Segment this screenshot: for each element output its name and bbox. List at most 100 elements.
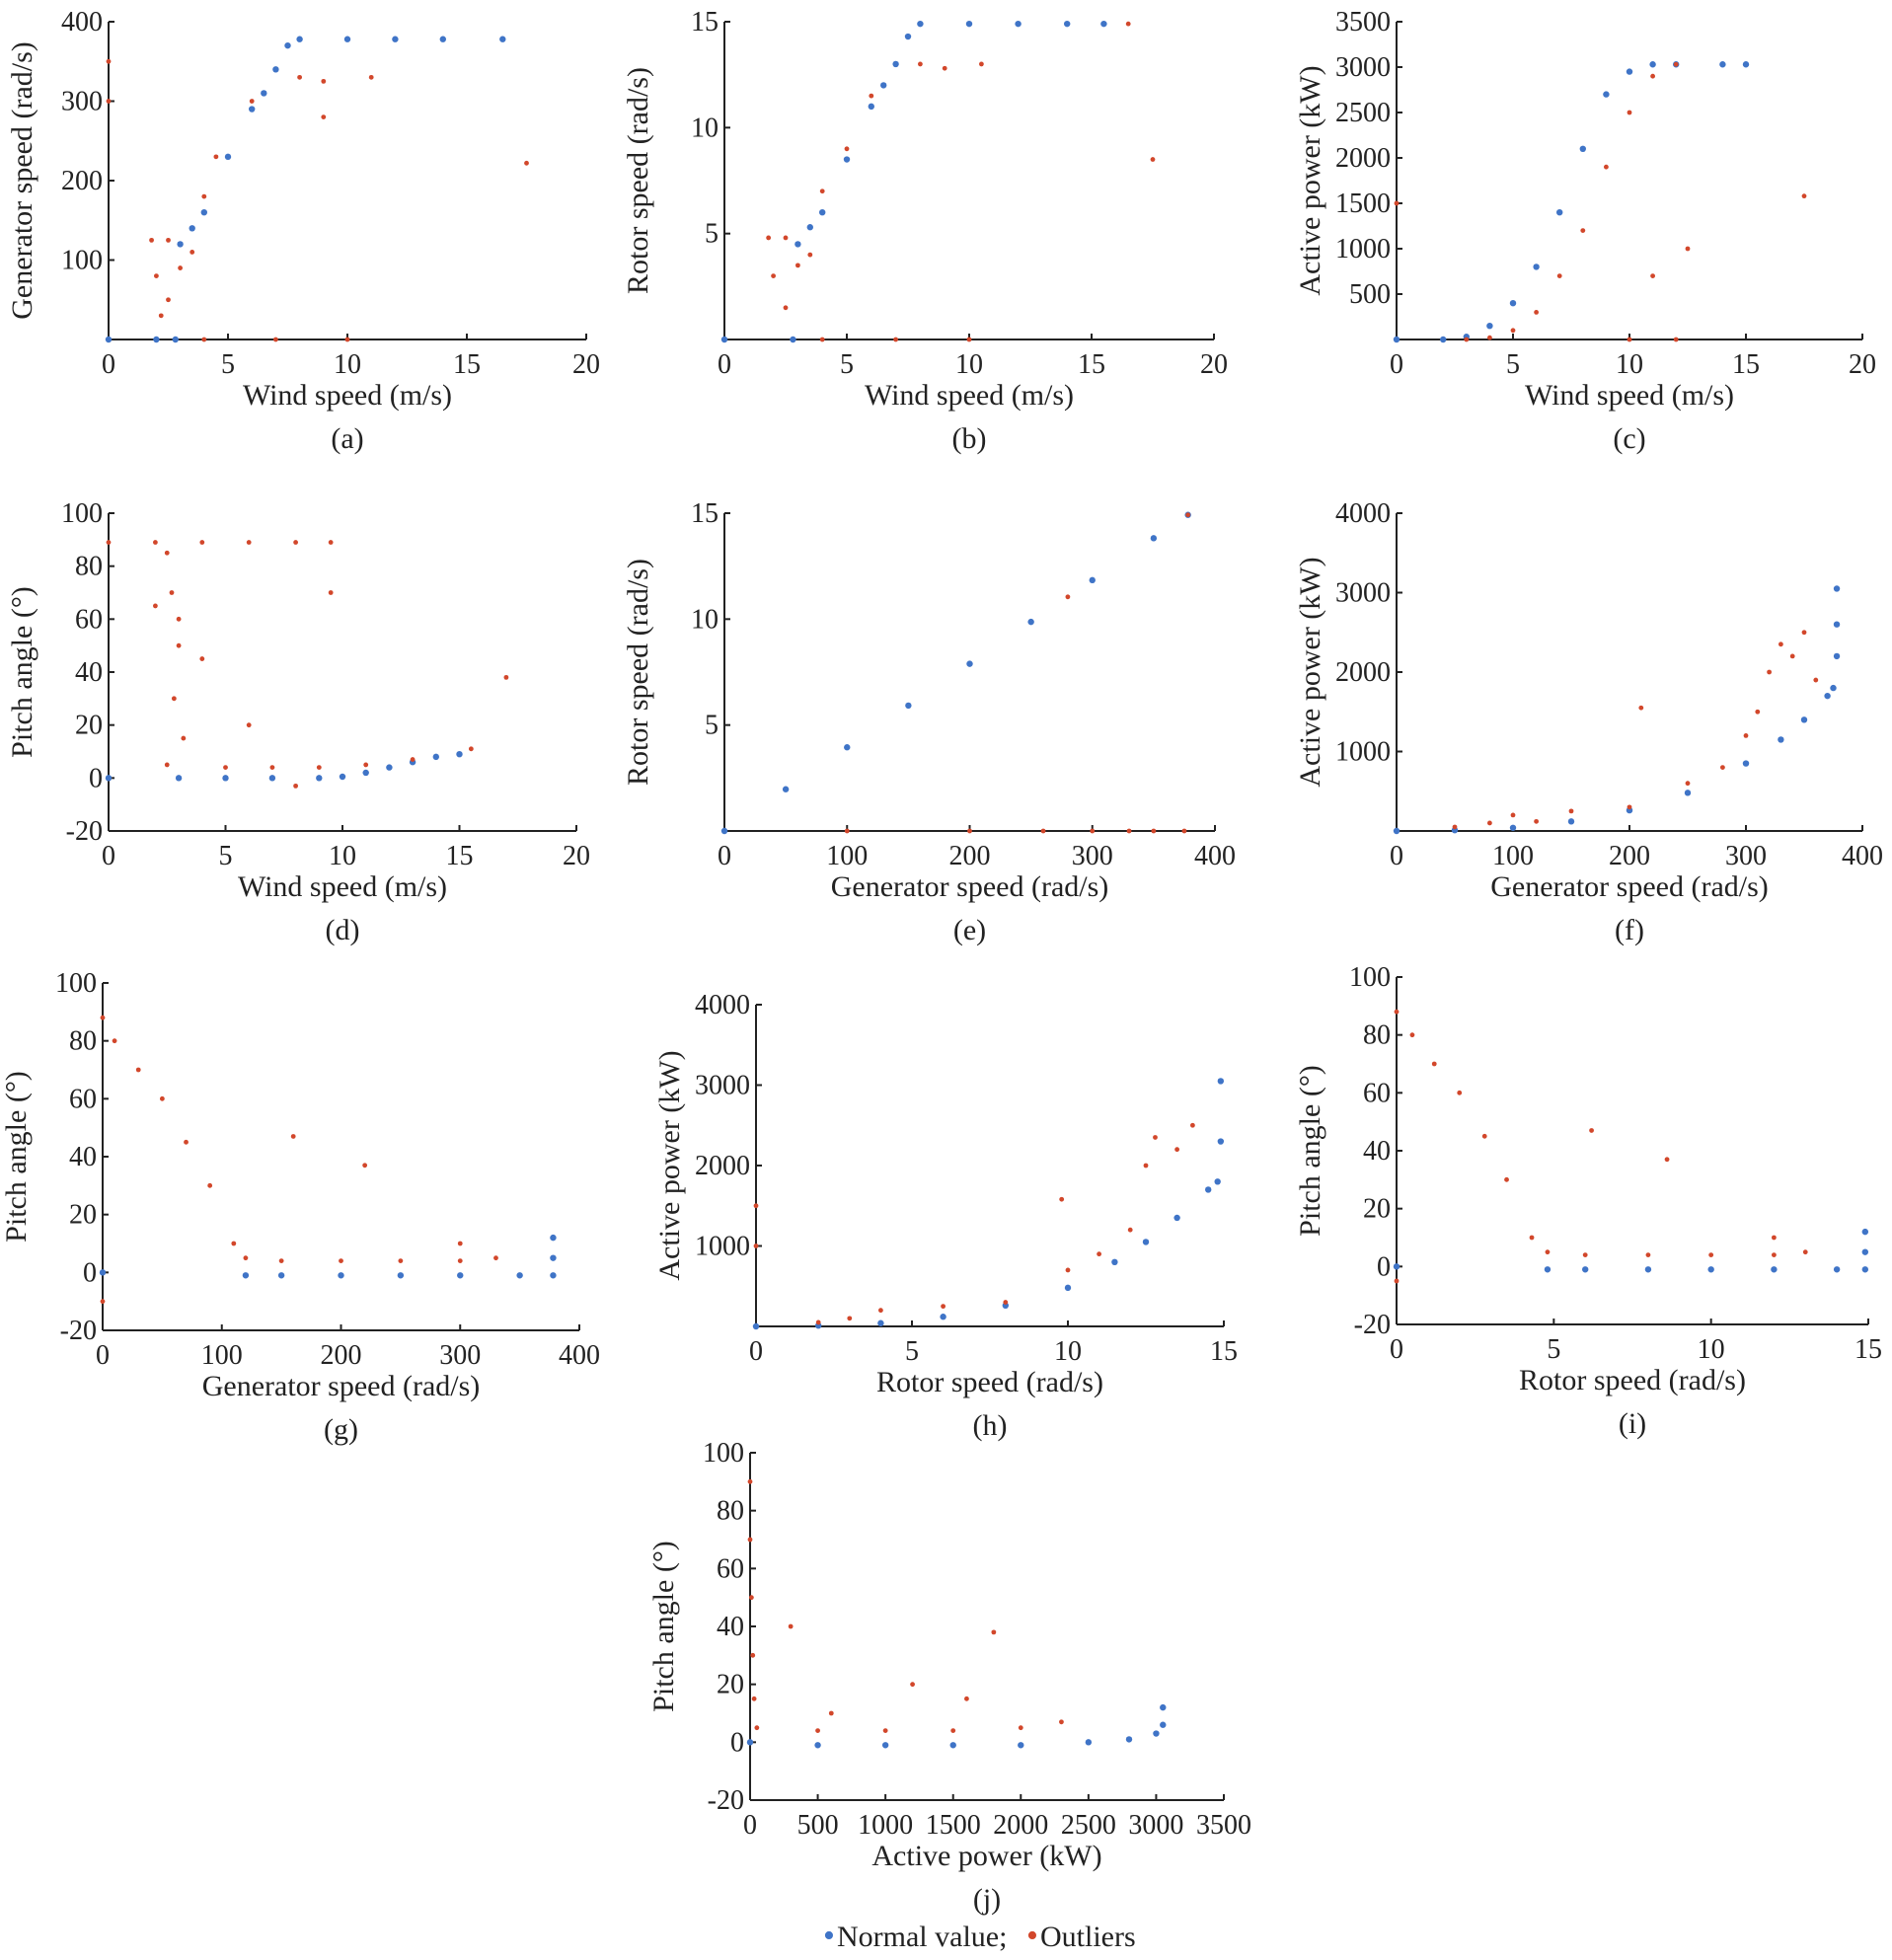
outlier-point (1627, 337, 1632, 342)
y-tick-label: 80 (75, 552, 103, 582)
outlier-point (398, 1258, 404, 1263)
outlier-point (878, 1308, 883, 1314)
x-tick-label: 300 (439, 1340, 481, 1371)
y-tick-label: 80 (717, 1496, 744, 1527)
legend-normal-label: Normal value; (837, 1921, 1007, 1953)
normal-point (1027, 618, 1034, 626)
normal-point (316, 775, 323, 782)
outlier-point (1673, 337, 1679, 342)
normal-point (1626, 68, 1633, 75)
normal-point (1833, 1266, 1841, 1273)
normal-point (1393, 336, 1400, 343)
outlier-point (1778, 641, 1783, 647)
outlier-point (1097, 1251, 1101, 1257)
outlier-point (966, 337, 972, 342)
normal-point (1100, 20, 1107, 28)
x-tick-label: 0 (718, 349, 731, 380)
outlier-point (844, 146, 850, 152)
normal-point (843, 156, 851, 163)
normal-point (1644, 1266, 1652, 1273)
normal-point (457, 1272, 464, 1279)
normal-point (224, 153, 232, 161)
normal-point (105, 336, 113, 343)
outlier-point (468, 746, 474, 752)
x-tick-label: 100 (1492, 841, 1534, 871)
outlier-point (1504, 1176, 1509, 1182)
outlier-point (297, 74, 302, 80)
normal-point (343, 36, 351, 42)
x-axis-label: Wind speed (m/s) (1525, 379, 1734, 412)
y-tick-label: 3000 (1335, 52, 1391, 83)
legend: • Normal value; • Outliers (823, 1918, 1136, 1954)
outlier-point (344, 337, 350, 342)
y-tick-label: 100 (703, 1438, 744, 1469)
outlier-point (910, 1682, 915, 1688)
y-tick-label: 4000 (1335, 498, 1391, 529)
normal-point (1824, 692, 1831, 700)
outlier-point (223, 765, 228, 770)
outlier-point (753, 1244, 759, 1248)
outlier-point (815, 1319, 821, 1325)
x-tick-label: 200 (321, 1340, 362, 1371)
x-tick-label: 5 (905, 1336, 919, 1367)
normal-point (397, 1272, 405, 1279)
normal-point (1393, 1263, 1400, 1270)
normal-point (1861, 1228, 1869, 1236)
y-tick-label: 1000 (1335, 234, 1391, 264)
normal-point (456, 750, 463, 758)
outlier-point (1789, 653, 1795, 659)
y-tick-label: -20 (708, 1785, 744, 1816)
panel-label: (j) (973, 1883, 1001, 1916)
outlier-point (368, 74, 374, 80)
x-axis-label: Wind speed (m/s) (865, 379, 1074, 412)
normal-point (222, 775, 229, 782)
outlier-point (1153, 1135, 1158, 1140)
y-tick-label: -20 (60, 1316, 97, 1346)
y-tick-label: 5 (705, 219, 719, 250)
normal-point (1160, 1703, 1167, 1711)
normal-point (1217, 1078, 1225, 1085)
normal-point (1742, 61, 1750, 68)
outlier-point (1627, 804, 1632, 810)
y-axis-label: Rotor speed (rad/s) (622, 67, 654, 294)
normal-point (1649, 61, 1656, 68)
y-axis-label: Pitch angle (°) (6, 586, 38, 758)
x-tick-label: 10 (334, 349, 361, 380)
normal-point (153, 336, 160, 343)
normal-point (1833, 652, 1841, 660)
x-tick-label: 15 (1078, 349, 1105, 380)
outlier-point (189, 250, 195, 255)
series (747, 1478, 1064, 1733)
normal-point (844, 744, 851, 751)
normal-point (1509, 824, 1517, 831)
normal-point (892, 60, 899, 68)
x-tick-label: 0 (749, 1336, 763, 1367)
outlier-point (339, 1258, 343, 1263)
outlier-point (1534, 818, 1539, 824)
y-tick-label: 60 (75, 604, 103, 635)
outlier-point (231, 1241, 237, 1246)
y-axis-label: Generator speed (rad/s) (6, 41, 38, 320)
y-tick-label: 2500 (1335, 98, 1391, 128)
y-axis-label: Pitch angle (°) (0, 1071, 33, 1243)
outlier-point (950, 1728, 956, 1733)
normal-point (1085, 1739, 1093, 1746)
x-tick-label: 0 (1390, 841, 1403, 871)
x-tick-label: 0 (743, 1810, 757, 1841)
outlier-point (1090, 828, 1096, 834)
outlier-point (783, 235, 789, 241)
y-axis-label: Active power (kW) (1294, 557, 1326, 787)
outlier-point (1582, 1252, 1588, 1257)
outlier-point (199, 656, 205, 661)
panel-label: (h) (973, 1409, 1008, 1442)
outlier-point (1065, 594, 1071, 600)
y-tick-label: 40 (1363, 1136, 1391, 1167)
outlier-point (293, 540, 298, 545)
y-axis-label: Pitch angle (°) (1294, 1065, 1326, 1237)
outlier-point (1664, 1157, 1670, 1163)
outlier-point (1801, 630, 1807, 636)
x-axis-label: Generator speed (rad/s) (202, 1370, 481, 1402)
series (1452, 630, 1819, 830)
y-tick-label: 4000 (695, 990, 750, 1020)
x-tick-label: 300 (1072, 841, 1113, 871)
